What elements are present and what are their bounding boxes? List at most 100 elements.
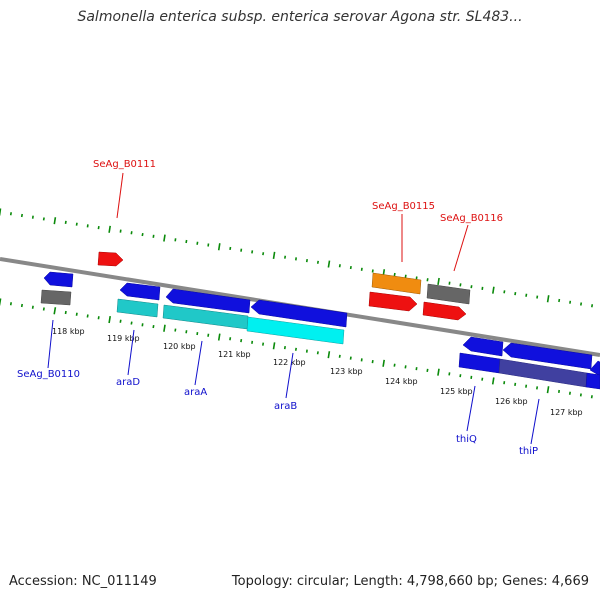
gene-labels: SeAg_B0111 SeAg_B0115 SeAg_B0116 SeAg_B0… xyxy=(17,159,538,457)
label-thiP[interactable]: thiP xyxy=(519,446,538,457)
minor-tick xyxy=(64,220,67,225)
inner-tick-track xyxy=(0,298,593,399)
label-leaders xyxy=(47,172,540,445)
scale-label-121: 121 kbp xyxy=(218,350,251,359)
major-tick xyxy=(53,217,57,225)
gene-pseudo-left[interactable] xyxy=(40,289,72,306)
accession-text: Accession: NC_011149 xyxy=(9,574,157,589)
minor-tick xyxy=(240,338,243,343)
minor-tick xyxy=(42,217,45,221)
minor-tick xyxy=(185,239,188,244)
minor-tick xyxy=(42,307,45,311)
major-tick xyxy=(53,307,57,315)
major-tick xyxy=(327,260,331,268)
gene-araD-forward[interactable] xyxy=(119,282,161,301)
gene-red-forward-2[interactable] xyxy=(422,301,467,321)
gene-araB-forward[interactable] xyxy=(250,299,348,328)
gene-SeAg_B0111[interactable] xyxy=(97,251,124,267)
gene-araD[interactable] xyxy=(116,298,159,318)
minor-tick xyxy=(174,328,177,332)
minor-tick xyxy=(426,278,429,282)
scale-label-122: 122 kbp xyxy=(273,358,306,367)
label-SeAg_B0116[interactable]: SeAg_B0116 xyxy=(440,213,503,224)
minor-tick xyxy=(64,310,67,315)
minor-tick xyxy=(251,250,254,254)
major-tick xyxy=(0,298,2,306)
minor-tick xyxy=(185,330,188,334)
label-thiQ[interactable]: thiQ xyxy=(456,434,477,445)
minor-tick xyxy=(393,363,396,367)
minor-tick xyxy=(590,395,593,399)
label-SeAg_B0115[interactable]: SeAg_B0115 xyxy=(372,201,435,212)
label-araB[interactable]: araB xyxy=(274,401,297,412)
major-tick xyxy=(327,351,331,359)
minor-tick xyxy=(349,356,352,360)
minor-tick xyxy=(9,302,12,306)
genome-title: Salmonella enterica subsp. enterica sero… xyxy=(77,9,523,25)
scale-label-125: 125 kbp xyxy=(440,387,473,396)
major-tick xyxy=(217,333,221,341)
label-SeAg_B0110[interactable]: SeAg_B0110 xyxy=(17,369,80,380)
scale-label-119: 119 kbp xyxy=(107,334,140,343)
major-tick xyxy=(272,251,276,260)
minor-tick xyxy=(9,212,12,216)
gene-right-edge[interactable] xyxy=(589,360,600,377)
minor-tick xyxy=(316,260,319,264)
major-tick xyxy=(163,234,166,242)
scale-label-126: 126 kbp xyxy=(495,397,528,406)
major-tick xyxy=(108,315,111,324)
major-tick xyxy=(437,277,440,286)
minor-tick xyxy=(591,304,594,308)
scale-label-120: 120 kbp xyxy=(163,342,196,351)
minor-tick xyxy=(338,354,341,358)
gene-araB[interactable] xyxy=(246,316,345,345)
outer-tick-track xyxy=(0,208,594,308)
scale-label-127: 127 kbp xyxy=(550,408,583,417)
gene-SeAg_B0115[interactable] xyxy=(371,272,422,295)
major-tick xyxy=(546,386,550,394)
minor-tick xyxy=(130,321,133,325)
scale-label-124: 124 kbp xyxy=(385,377,418,386)
minor-tick xyxy=(503,290,506,294)
minor-tick xyxy=(338,264,341,268)
minor-tick xyxy=(119,319,122,323)
minor-tick xyxy=(207,333,210,337)
minor-tick xyxy=(536,386,539,390)
gene-SeAg_B0116[interactable] xyxy=(426,283,471,305)
minor-tick xyxy=(20,303,23,308)
gene-thiQ[interactable] xyxy=(458,352,501,374)
gene-red-forward-1[interactable] xyxy=(368,291,418,312)
minor-tick xyxy=(262,252,265,256)
minor-tick xyxy=(97,316,100,320)
major-tick xyxy=(491,377,495,385)
major-tick xyxy=(217,243,221,251)
gene-thiQ-forward[interactable] xyxy=(462,336,504,357)
minor-tick xyxy=(568,391,571,395)
scale-label-123: 123 kbp xyxy=(330,367,363,376)
minor-tick xyxy=(229,337,232,341)
minor-tick xyxy=(284,255,287,259)
minor-tick xyxy=(97,225,100,230)
major-tick xyxy=(0,208,2,216)
minor-tick xyxy=(75,222,78,226)
gene-thiP-forward[interactable] xyxy=(502,342,593,370)
minor-tick xyxy=(514,291,517,296)
label-SeAg_B0111[interactable]: SeAg_B0111 xyxy=(93,159,156,170)
label-araA[interactable]: araA xyxy=(184,387,207,398)
major-tick xyxy=(108,225,111,233)
minor-tick xyxy=(130,231,133,235)
gene-SeAg_B0110[interactable] xyxy=(43,271,74,288)
major-tick xyxy=(546,295,550,303)
minor-tick xyxy=(448,372,451,376)
gene-thiP-tail[interactable] xyxy=(585,372,600,390)
minor-tick xyxy=(141,232,144,237)
minor-tick xyxy=(294,347,297,351)
minor-tick xyxy=(393,272,396,277)
label-araD[interactable]: araD xyxy=(116,377,140,388)
minor-tick xyxy=(349,265,352,270)
minor-tick xyxy=(481,377,484,381)
minor-tick xyxy=(152,324,155,329)
gene-araA-forward[interactable] xyxy=(165,288,251,314)
major-tick xyxy=(163,324,166,332)
